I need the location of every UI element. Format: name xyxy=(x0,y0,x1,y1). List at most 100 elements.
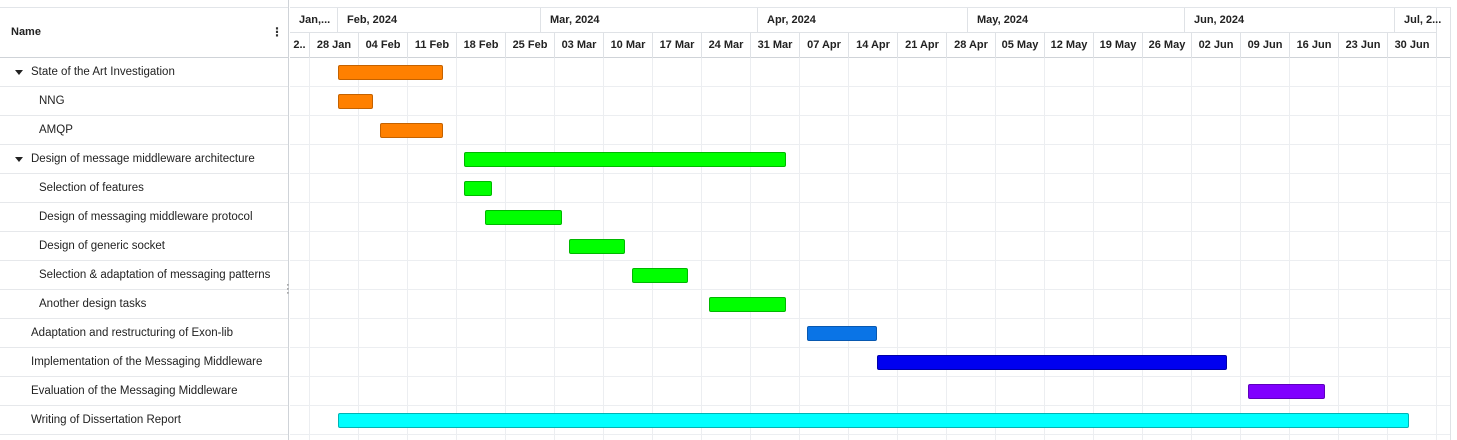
week-grid-line xyxy=(1191,58,1192,440)
week-tick-label: 25 Feb xyxy=(506,33,555,58)
task-grid: Name ⋮ State of the Art Investigation NNG… xyxy=(0,0,289,440)
week-grid-line xyxy=(309,58,310,440)
week-tick-label: 10 Mar xyxy=(604,33,653,58)
task-bar[interactable] xyxy=(709,297,786,312)
month-tick-label: Jan,... xyxy=(290,8,338,33)
week-grid-line xyxy=(1044,58,1045,440)
grid-row[interactable]: Design of messaging middleware protocol xyxy=(0,203,288,232)
task-bar[interactable] xyxy=(1248,384,1325,399)
grid-row[interactable]: Selection & adaptation of messaging patt… xyxy=(0,261,288,290)
month-tick-label: May, 2024 xyxy=(968,8,1185,33)
week-tick-label: 23 Jun xyxy=(1339,33,1388,58)
week-grid-line xyxy=(456,58,457,440)
week-grid-line xyxy=(652,58,653,440)
grid-header: Name ⋮ xyxy=(0,7,288,58)
task-name: Implementation of the Messaging Middlewa… xyxy=(31,356,263,368)
row-grid-line xyxy=(290,202,1450,203)
timeline: 2.. 28 Jan 04 Feb 11 Feb 18 Feb 25 Feb 03 Mar 1… xyxy=(290,0,1457,440)
task-bar[interactable] xyxy=(632,268,688,283)
caret-down-icon[interactable] xyxy=(15,157,23,162)
week-grid-line xyxy=(701,58,702,440)
grid-resize-handle[interactable]: · · · xyxy=(286,279,290,299)
task-bar[interactable] xyxy=(464,152,786,167)
month-tick-label: Jun, 2024 xyxy=(1185,8,1395,33)
task-name: State of the Art Investigation xyxy=(31,66,175,78)
task-name: AMQP xyxy=(39,124,73,136)
week-tick-label: 09 Jun xyxy=(1241,33,1290,58)
grid-row[interactable]: NNG xyxy=(0,87,288,116)
grid-row[interactable]: Design of message middleware architectur… xyxy=(0,145,288,174)
row-grid-line xyxy=(290,434,1450,435)
grid-row[interactable]: Implementation of the Messaging Middlewa… xyxy=(0,348,288,377)
task-bar[interactable] xyxy=(485,210,562,225)
name-column-header[interactable]: Name xyxy=(11,26,41,38)
week-grid-line xyxy=(1093,58,1094,440)
week-tick-label: 14 Apr xyxy=(849,33,898,58)
timeline-right-edge xyxy=(1450,7,1451,440)
week-grid-line xyxy=(1436,58,1437,440)
task-bar[interactable] xyxy=(807,326,877,341)
grid-row[interactable]: Adaptation and restructuring of Exon-lib xyxy=(0,319,288,348)
task-name: Design of message middleware architectur… xyxy=(31,153,255,165)
task-bar[interactable] xyxy=(877,355,1227,370)
row-grid-line xyxy=(290,260,1450,261)
grid-row[interactable]: Writing of Dissertation Report xyxy=(0,406,288,435)
week-grid-line xyxy=(799,58,800,440)
week-grid-line xyxy=(554,58,555,440)
week-tick-label: 05 May xyxy=(996,33,1045,58)
row-grid-line xyxy=(290,318,1450,319)
month-label-text: Apr, 2024 xyxy=(767,14,816,26)
week-grid-line xyxy=(505,58,506,440)
grid-row[interactable]: Another design tasks xyxy=(0,290,288,319)
month-label-text: May, 2024 xyxy=(977,14,1029,26)
week-tick-label: 26 May xyxy=(1143,33,1192,58)
vertical-dots-icon[interactable]: ⋮ xyxy=(271,25,283,39)
grid-row[interactable]: AMQP xyxy=(0,116,288,145)
row-grid-line xyxy=(290,289,1450,290)
week-tick-label: 21 Apr xyxy=(898,33,947,58)
caret-down-icon[interactable] xyxy=(15,70,23,75)
row-grid-line xyxy=(290,173,1450,174)
week-grid-line xyxy=(1338,58,1339,440)
task-bar[interactable] xyxy=(338,413,1409,428)
task-bar[interactable] xyxy=(464,181,492,196)
week-tick-label: 31 Mar xyxy=(751,33,800,58)
week-grid-line xyxy=(750,58,751,440)
week-grid-line xyxy=(1387,58,1388,440)
task-name: Selection & adaptation of messaging patt… xyxy=(39,269,271,281)
week-grid-line xyxy=(995,58,996,440)
row-grid-line xyxy=(290,86,1450,87)
task-bar[interactable] xyxy=(338,65,443,80)
month-tick-label: Apr, 2024 xyxy=(758,8,968,33)
week-tick-label: 03 Mar xyxy=(555,33,604,58)
grid-row[interactable]: Evaluation of the Messaging Middleware xyxy=(0,377,288,406)
week-grid-line xyxy=(1240,58,1241,440)
month-label-text: Feb, 2024 xyxy=(347,14,398,26)
task-name: Adaptation and restructuring of Exon-lib xyxy=(31,327,234,339)
week-tick-label: 17 Mar xyxy=(653,33,702,58)
task-bar[interactable] xyxy=(569,239,625,254)
month-label-text: Mar, 2024 xyxy=(550,14,600,26)
task-name: NNG xyxy=(39,95,65,107)
grid-row[interactable]: Design of generic socket xyxy=(0,232,288,261)
week-grid-line xyxy=(848,58,849,440)
grid-row[interactable]: State of the Art Investigation xyxy=(0,58,288,87)
timeline-scale: 2.. 28 Jan 04 Feb 11 Feb 18 Feb 25 Feb 03 Mar 1… xyxy=(290,7,1450,58)
month-tick-label: Feb, 2024 xyxy=(338,8,541,33)
week-grid-line xyxy=(946,58,947,440)
task-bar[interactable] xyxy=(380,123,443,138)
month-tick-label: Jul, 2... xyxy=(1395,8,1441,33)
row-grid-line xyxy=(290,347,1450,348)
timeline-bars-area xyxy=(290,58,1450,440)
month-tick-label: Mar, 2024 xyxy=(541,8,758,33)
week-grid-line xyxy=(897,58,898,440)
grid-row[interactable]: Selection of features xyxy=(0,174,288,203)
task-name: Writing of Dissertation Report xyxy=(31,414,181,426)
row-grid-line xyxy=(290,405,1450,406)
week-tick-label: 04 Feb xyxy=(359,33,408,58)
week-tick-label: 28 Apr xyxy=(947,33,996,58)
week-tick-label: 12 May xyxy=(1045,33,1094,58)
week-tick-label: 11 Feb xyxy=(408,33,457,58)
task-bar[interactable] xyxy=(338,94,373,109)
